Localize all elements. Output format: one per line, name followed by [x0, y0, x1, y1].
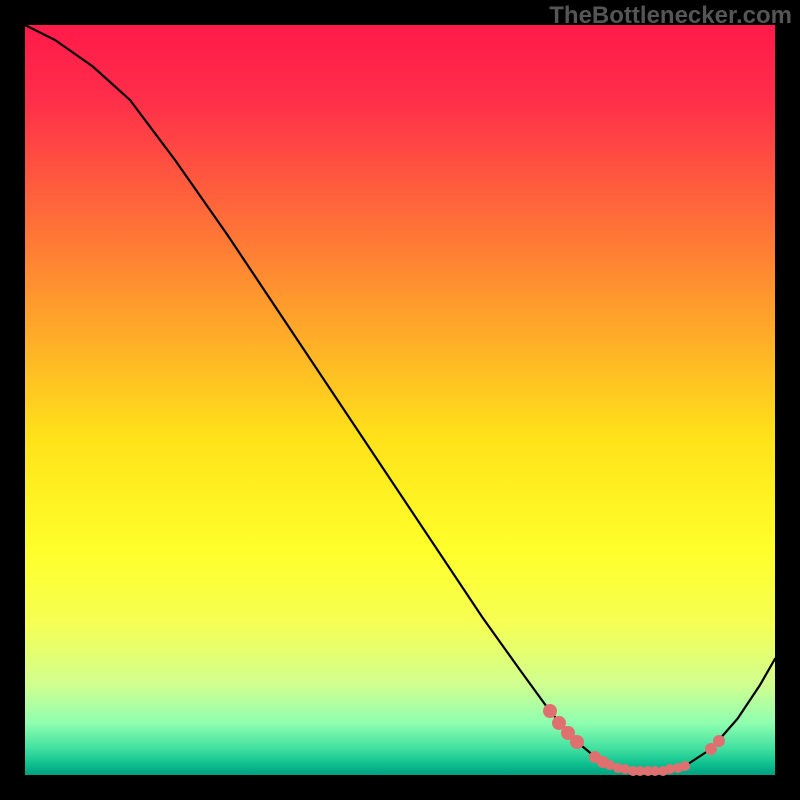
data-marker: [570, 735, 584, 749]
watermark-text: TheBottlenecker.com: [549, 2, 792, 30]
bottleneck-curve: [25, 25, 775, 771]
plot-area: [25, 25, 775, 775]
curve-layer: [25, 25, 775, 775]
data-marker: [680, 761, 690, 771]
data-marker: [713, 735, 725, 747]
